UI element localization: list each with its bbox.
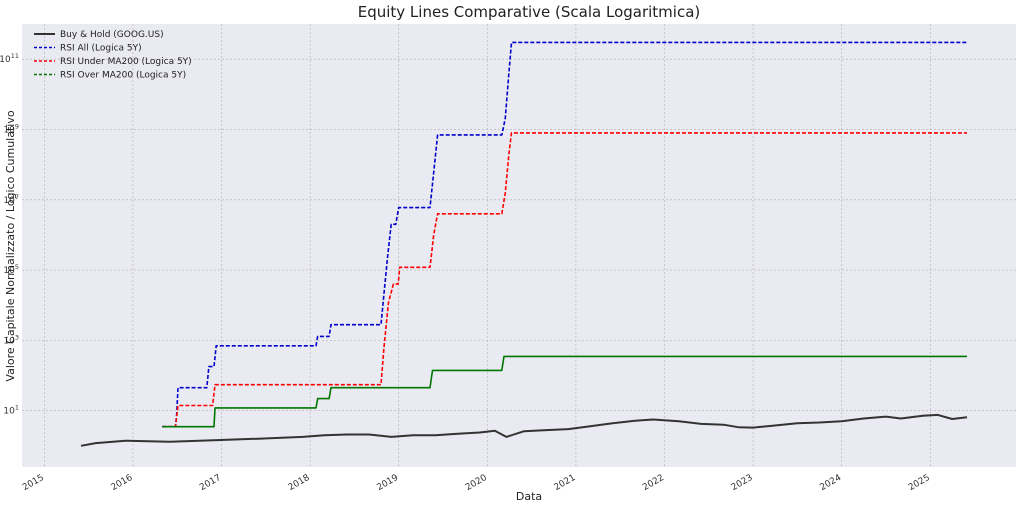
- plot-area: [22, 24, 1016, 467]
- y-tick-label: 107: [3, 193, 19, 206]
- y-tick-exponent: 9: [15, 122, 19, 130]
- series-line-1: [162, 41, 967, 428]
- y-tick-mantissa: 10: [3, 336, 15, 346]
- y-tick-mantissa: 10: [0, 55, 11, 65]
- y-tick-exponent: 5: [15, 263, 19, 271]
- x-tick-label: 2023: [730, 473, 755, 493]
- x-tick-label: 2017: [198, 473, 223, 493]
- series-lines: [80, 41, 968, 447]
- y-tick-exponent: 3: [15, 333, 19, 341]
- x-tick-label: 2025: [907, 473, 932, 493]
- y-tick-label: 101: [3, 404, 19, 417]
- x-tick-label: 2016: [110, 473, 135, 493]
- y-tick-label: 1011: [0, 52, 19, 65]
- y-tick-mantissa: 10: [3, 266, 15, 276]
- y-tick-exponent: 11: [11, 52, 19, 60]
- x-tick-label: 2019: [375, 473, 400, 493]
- x-tick-label: 2020: [464, 473, 489, 493]
- legend-label-0: Buy & Hold (GOOG.US): [60, 30, 164, 40]
- y-tick-mantissa: 10: [3, 196, 15, 206]
- x-axis-label: Data: [516, 490, 542, 503]
- y-tick-label: 103: [3, 333, 19, 346]
- x-tick-label: 2024: [818, 473, 843, 493]
- legend-label-3: RSI Over MA200 (Logica 5Y): [60, 71, 186, 81]
- y-tick-mantissa: 10: [3, 125, 15, 135]
- x-tick-label: 2022: [641, 473, 666, 493]
- y-tick-mantissa: 10: [3, 407, 15, 417]
- grid-lines: [22, 24, 1016, 467]
- legend-label-1: RSI All (Logica 5Y): [60, 44, 142, 54]
- series-line-0: [80, 413, 968, 447]
- x-tick-labels: 2015 2016 2017 2018 2019 2020 2021 2022 2023 2024…: [21, 473, 932, 493]
- y-tick-label: 105: [3, 263, 19, 276]
- legend-label-2: RSI Under MA200 (Logica 5Y): [60, 57, 192, 67]
- x-tick-label: 2021: [553, 473, 578, 493]
- series-line-3: [162, 355, 967, 428]
- series-line-2: [162, 132, 967, 428]
- y-tick-label: 109: [3, 122, 19, 135]
- legend: Buy & Hold (GOOG.US) RSI All (Logica 5Y) R…: [34, 30, 192, 81]
- y-tick-exponent: 7: [15, 193, 19, 201]
- x-tick-label: 2015: [21, 473, 46, 493]
- y-tick-exponent: 1: [15, 404, 19, 412]
- chart-title: Equity Lines Comparative (Scala Logaritm…: [358, 3, 701, 21]
- x-tick-label: 2018: [287, 473, 312, 493]
- y-axis-label: Valore Capitale Normalizzato / Logico Cu…: [4, 110, 17, 381]
